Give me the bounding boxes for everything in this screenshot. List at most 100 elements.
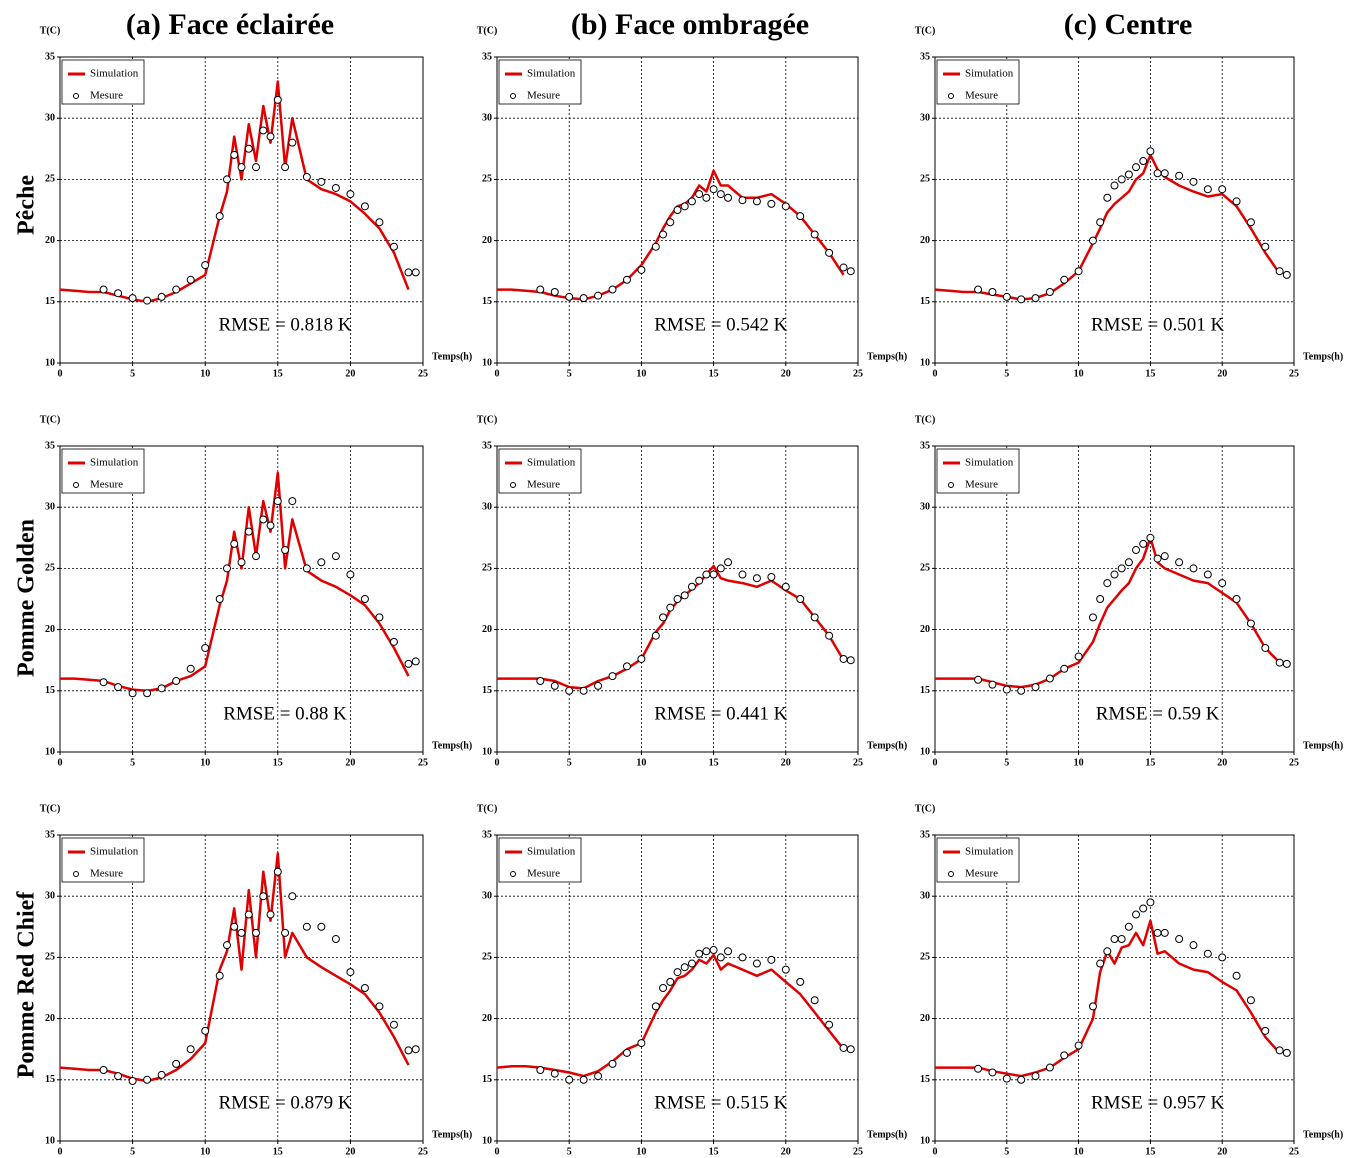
data-point xyxy=(288,497,297,506)
y-tick-label: 30 xyxy=(482,112,492,123)
data-point xyxy=(302,172,311,181)
data-point xyxy=(767,955,776,964)
y-axis-label: T(C) xyxy=(40,414,61,425)
data-point xyxy=(143,1075,152,1084)
y-tick-label: 15 xyxy=(45,296,55,307)
y-tick-label: 20 xyxy=(45,1013,55,1024)
data-point xyxy=(404,1046,413,1055)
data-point xyxy=(1153,928,1162,937)
data-point xyxy=(687,959,696,968)
data-point xyxy=(1117,935,1126,944)
data-point xyxy=(1031,1072,1040,1081)
data-point xyxy=(1232,197,1241,206)
data-point xyxy=(143,689,152,698)
data-point xyxy=(237,163,246,172)
x-tick-label: 15 xyxy=(1145,368,1155,379)
data-point xyxy=(1282,1048,1291,1057)
data-point xyxy=(157,684,166,693)
data-point xyxy=(1246,619,1255,628)
x-tick-label: 20 xyxy=(345,368,355,379)
y-tick-label: 10 xyxy=(45,1135,55,1146)
data-point xyxy=(252,552,261,561)
data-point xyxy=(375,218,384,227)
data-point xyxy=(810,996,819,1005)
data-point xyxy=(550,1069,559,1078)
data-point xyxy=(974,285,983,294)
data-point xyxy=(99,285,108,294)
chart-panel: 10 15 20 25 30 35 0 5 10 15 20 25 T(C) Temps(h) RMSE =… xyxy=(915,803,1343,1157)
data-point xyxy=(114,289,123,298)
data-point xyxy=(252,928,261,937)
data-point xyxy=(237,928,246,937)
data-point xyxy=(702,570,711,579)
legend-label: Mesure xyxy=(527,479,560,491)
x-tick-label: 20 xyxy=(1217,368,1227,379)
x-tick-label: 10 xyxy=(1074,368,1084,379)
data-point xyxy=(230,150,239,159)
data-point xyxy=(1110,570,1119,579)
legend-label: Simulation xyxy=(90,846,139,858)
data-point xyxy=(222,941,231,950)
x-tick-label: 10 xyxy=(636,368,646,379)
data-point xyxy=(266,910,275,919)
x-tick-label: 25 xyxy=(853,757,863,768)
y-tick-label: 20 xyxy=(920,235,930,246)
y-tick-label: 30 xyxy=(920,890,930,901)
x-tick-label: 20 xyxy=(781,757,791,768)
y-tick-label: 30 xyxy=(482,890,492,901)
data-point xyxy=(259,515,268,524)
data-point xyxy=(273,95,282,104)
y-tick-label: 10 xyxy=(482,1135,492,1146)
data-point xyxy=(389,1020,398,1029)
legend-label: Mesure xyxy=(965,479,998,491)
series-line xyxy=(59,852,410,1083)
legend-label: Simulation xyxy=(527,457,576,469)
data-point xyxy=(1096,595,1105,603)
x-tick-label: 25 xyxy=(853,368,863,379)
annotation: RMSE = 0.879 K xyxy=(218,1092,351,1113)
x-tick-label: 20 xyxy=(781,1146,791,1157)
y-tick-label: 35 xyxy=(482,440,492,451)
data-point xyxy=(1189,177,1198,186)
legend-label: Simulation xyxy=(965,457,1014,469)
x-tick-label: 0 xyxy=(933,1146,938,1157)
annotation: RMSE = 0.515 K xyxy=(654,1092,787,1113)
data-point xyxy=(1218,953,1227,962)
data-point xyxy=(1110,181,1119,190)
data-point xyxy=(709,570,718,579)
data-point xyxy=(659,984,668,992)
y-tick-label: 20 xyxy=(482,1013,492,1024)
y-tick-label: 35 xyxy=(920,440,930,451)
data-point xyxy=(244,144,253,153)
data-point xyxy=(594,681,603,690)
data-point xyxy=(411,268,420,277)
data-point xyxy=(536,677,545,686)
data-point xyxy=(659,230,668,239)
data-point xyxy=(550,681,559,690)
data-point xyxy=(651,1002,660,1011)
y-tick-label: 25 xyxy=(482,563,492,574)
legend-swatch xyxy=(948,93,954,99)
data-point xyxy=(724,193,733,202)
data-point xyxy=(781,202,790,211)
x-axis-label: Temps(h) xyxy=(867,351,907,362)
x-tick-label: 0 xyxy=(933,757,938,768)
x-tick-label: 5 xyxy=(567,757,572,768)
data-point xyxy=(608,672,617,681)
y-tick-label: 20 xyxy=(482,624,492,635)
x-tick-label: 20 xyxy=(1217,1146,1227,1157)
chart-panel: 10 15 20 25 30 35 0 5 10 15 20 25 T(C) Temps(h) RMSE =… xyxy=(40,803,472,1157)
data-point xyxy=(637,1039,646,1048)
y-tick-label: 25 xyxy=(920,174,930,185)
x-tick-label: 15 xyxy=(273,368,283,379)
data-point xyxy=(389,242,398,251)
data-point xyxy=(738,953,747,962)
x-tick-label: 10 xyxy=(1074,757,1084,768)
data-point xyxy=(988,288,997,297)
data-point xyxy=(767,572,776,581)
column-title: (b) Face ombragée xyxy=(571,8,809,41)
data-point xyxy=(360,984,369,992)
series-line xyxy=(496,953,845,1078)
data-point xyxy=(281,928,290,937)
column-title: (c) Centre xyxy=(1064,8,1193,41)
